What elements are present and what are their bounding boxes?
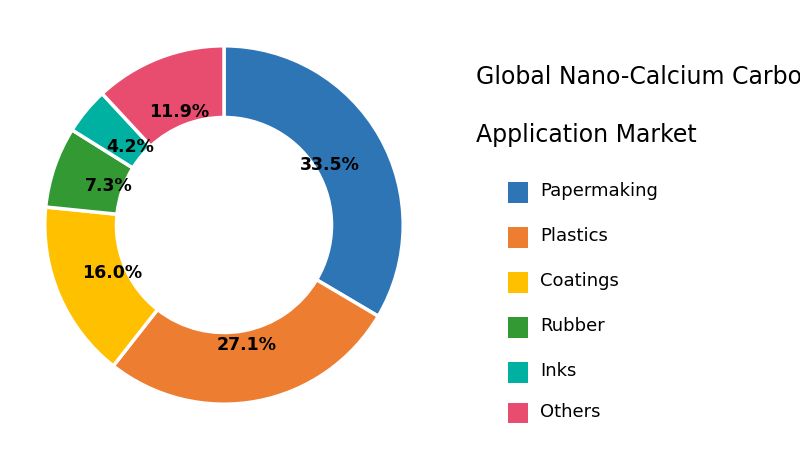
Text: Inks: Inks [540, 362, 576, 380]
Text: Others: Others [540, 403, 601, 421]
Text: Rubber: Rubber [540, 317, 605, 335]
Text: Papermaking: Papermaking [540, 182, 658, 200]
Text: Coatings: Coatings [540, 272, 619, 290]
Text: 33.5%: 33.5% [300, 156, 360, 174]
Wedge shape [102, 46, 224, 146]
Text: Plastics: Plastics [540, 227, 608, 245]
Wedge shape [224, 46, 403, 316]
Text: 27.1%: 27.1% [217, 336, 277, 354]
Wedge shape [46, 130, 133, 214]
Wedge shape [114, 280, 378, 404]
Text: 4.2%: 4.2% [106, 138, 154, 156]
Text: 7.3%: 7.3% [85, 176, 133, 194]
Text: 16.0%: 16.0% [82, 264, 142, 282]
Wedge shape [72, 94, 151, 168]
Text: 11.9%: 11.9% [150, 103, 210, 121]
Text: Application Market: Application Market [476, 123, 697, 147]
Wedge shape [45, 207, 158, 366]
Text: Global Nano-Calcium Carbonate: Global Nano-Calcium Carbonate [476, 64, 800, 89]
